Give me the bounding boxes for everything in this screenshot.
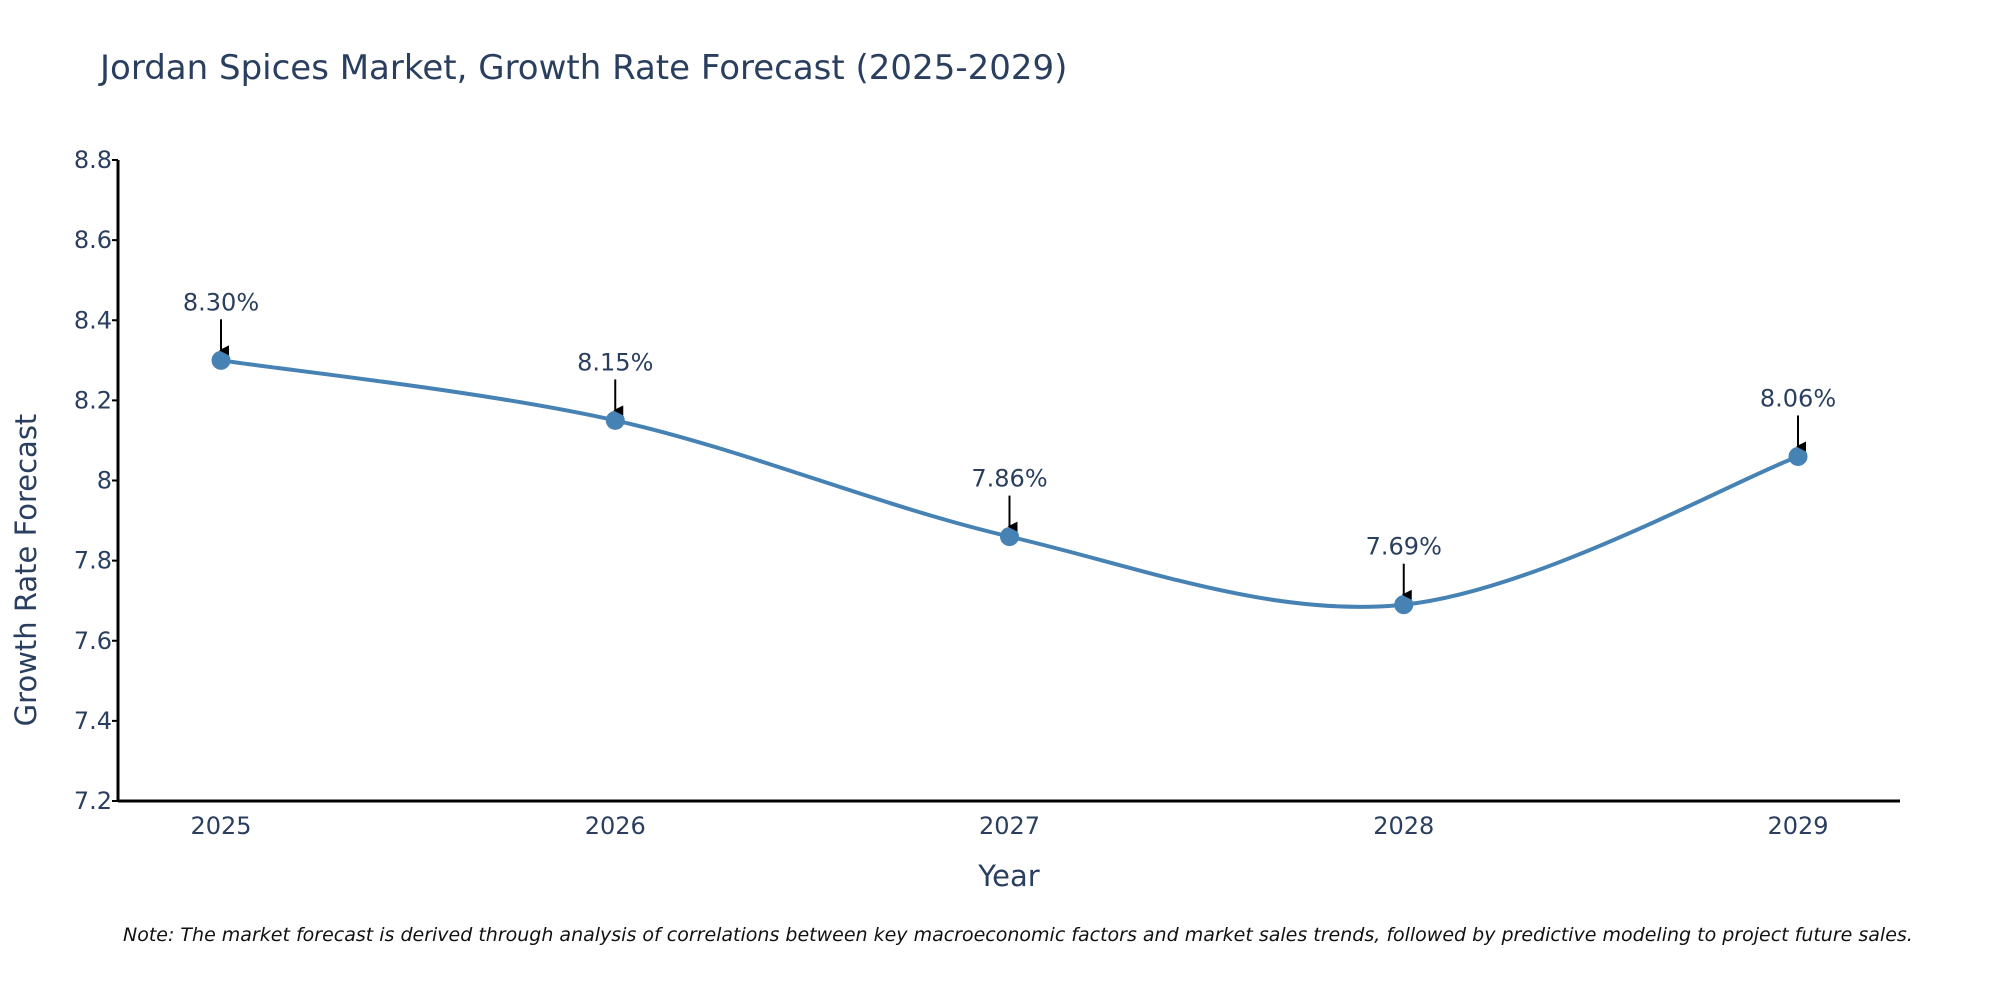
x-axis-title: Year: [977, 859, 1039, 893]
data-labels: 8.30% 8.15% 7.86% 7.69% 8.06%: [183, 288, 1836, 560]
annotation-arrows: [219, 319, 1806, 600]
chart-title: Jordan Spices Market, Growth Rate Foreca…: [98, 48, 1067, 88]
data-point: [1394, 595, 1414, 615]
y-tick-label: 7.8: [74, 547, 112, 575]
data-point: [1000, 527, 1019, 547]
x-tick-label: 2026: [585, 812, 646, 840]
data-label: 8.06%: [1760, 384, 1836, 412]
y-axis-title: Growth Rate Forecast: [9, 414, 43, 727]
y-axis: 7.2 7.4 7.6 7.8 8 8.2 8.4 8.6 8.8: [74, 146, 120, 815]
x-tick-label: 2029: [1767, 812, 1828, 840]
data-label: 7.86%: [971, 465, 1047, 493]
data-label: 8.15%: [577, 348, 653, 376]
x-tick-label: 2027: [979, 812, 1040, 840]
data-label: 8.30%: [183, 288, 259, 316]
data-point: [1788, 446, 1808, 466]
data-label: 7.69%: [1366, 533, 1442, 561]
y-tick-label: 8.4: [74, 306, 112, 334]
y-tick-label: 7.4: [74, 707, 112, 735]
y-tick-label: 8.2: [74, 386, 112, 414]
data-point: [211, 350, 231, 370]
x-axis: 2025 2026 2027 2028 2029: [118, 799, 1900, 840]
y-tick-label: 8: [97, 467, 112, 495]
x-tick-label: 2025: [190, 812, 251, 840]
data-points: [211, 350, 1808, 615]
data-point: [605, 410, 625, 430]
y-tick-label: 7.2: [74, 787, 112, 815]
x-tick-label: 2028: [1373, 812, 1434, 840]
y-tick-label: 8.8: [74, 146, 112, 174]
chart-note: Note: The market forecast is derived thr…: [123, 924, 1913, 946]
y-tick-label: 8.6: [74, 226, 112, 254]
y-tick-label: 7.6: [74, 627, 112, 655]
